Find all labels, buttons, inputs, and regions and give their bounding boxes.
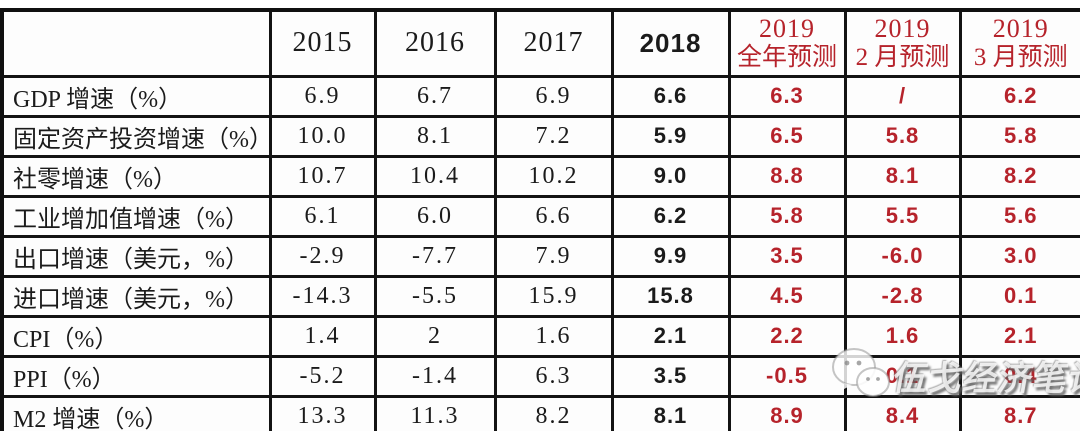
cell-2018: 6.2 <box>610 194 731 238</box>
table-row-exports: 出口增速（美元，%） -2.9 -7.7 7.9 9.9 3.5 -6.0 3.… <box>0 234 1080 278</box>
cell-2019-feb: 5.5 <box>843 194 962 238</box>
cell-2019-feb: / <box>843 74 962 118</box>
cell-2019-mar: 8.2 <box>958 154 1080 198</box>
cell-2015: -5.2 <box>268 354 377 398</box>
header-2019-feb-forecast: 2019 2 月预测 <box>843 8 962 78</box>
cell-2017: 7.9 <box>493 234 614 278</box>
cell-2016: 6.0 <box>373 194 497 238</box>
cell-2019-mar: 8.7 <box>958 394 1080 431</box>
cell-2019-mar: 3.0 <box>958 234 1080 278</box>
cell-2017: 8.2 <box>493 394 614 431</box>
table-row-cpi: CPI（%） 1.4 2 1.6 2.1 2.2 1.6 2.1 <box>0 314 1080 358</box>
row-label: 工业增加值增速（%） <box>0 194 272 238</box>
economic-forecast-table-wrap: 2015 2016 2017 2018 2019 全年预测 2019 2 月预测… <box>0 8 1080 431</box>
cell-2019-annual: 6.5 <box>727 114 847 158</box>
cell-2015: -14.3 <box>268 274 377 318</box>
cell-2016: -5.5 <box>373 274 497 318</box>
table-row-retail-sales: 社零增速（%） 10.7 10.4 10.2 9.0 8.8 8.1 8.2 <box>0 154 1080 198</box>
cell-2018: 15.8 <box>610 274 731 318</box>
cell-2017: 6.6 <box>493 194 614 238</box>
header-2019-annual-year: 2019 <box>759 14 815 43</box>
row-label: 出口增速（美元，%） <box>0 234 272 278</box>
cell-2019-annual: 3.5 <box>727 234 847 278</box>
cell-2019-annual: 2.2 <box>727 314 847 358</box>
header-2019-mar-year: 2019 <box>992 14 1049 43</box>
cell-2017: 6.9 <box>493 74 614 118</box>
cell-2015: -2.9 <box>268 234 377 278</box>
row-label: 固定资产投资增速（%） <box>0 114 272 158</box>
cell-2018: 2.1 <box>610 314 731 358</box>
cell-2016: 2 <box>373 314 497 358</box>
cell-2015: 6.9 <box>268 74 377 118</box>
cell-2017: 7.2 <box>493 114 614 158</box>
cell-2019-mar: 5.6 <box>958 194 1080 238</box>
cell-2019-annual: 6.3 <box>727 74 847 118</box>
cell-2017: 10.2 <box>493 154 614 198</box>
cell-2016: 8.1 <box>373 114 497 158</box>
header-row: 2015 2016 2017 2018 2019 全年预测 2019 2 月预测… <box>0 8 1080 78</box>
cell-2015: 1.4 <box>268 314 377 358</box>
cell-2018: 3.5 <box>610 354 731 398</box>
cell-2019-feb: 8.1 <box>843 154 962 198</box>
cell-2017: 6.3 <box>493 354 614 398</box>
table-row-m2: M2 增速（%） 13.3 11.3 8.2 8.1 8.9 8.4 8.7 <box>0 394 1080 431</box>
table-row-industrial-value-added: 工业增加值增速（%） 6.1 6.0 6.6 6.2 5.8 5.5 5.6 <box>0 194 1080 238</box>
header-2019-annual-forecast: 2019 全年预测 <box>727 8 847 78</box>
cell-2018: 9.9 <box>610 234 731 278</box>
table-row-fixed-asset-investment: 固定资产投资增速（%） 10.0 8.1 7.2 5.9 6.5 5.8 5.8 <box>0 114 1080 158</box>
cell-2019-feb: -6.0 <box>843 234 962 278</box>
cell-2016: -1.4 <box>373 354 497 398</box>
table-row-imports: 进口增速（美元，%） -14.3 -5.5 15.9 15.8 4.5 -2.8… <box>0 274 1080 318</box>
row-label: PPI（%） <box>0 354 272 398</box>
cell-2018: 9.0 <box>610 154 731 198</box>
row-label: GDP 增速（%） <box>0 74 272 118</box>
cell-2016: -7.7 <box>373 234 497 278</box>
cell-2019-feb: 0.1 <box>843 354 962 398</box>
cell-2018: 6.6 <box>610 74 731 118</box>
header-2019-feb-year: 2019 <box>874 14 931 43</box>
header-blank <box>0 8 272 78</box>
header-2019-feb-label: 2 月预测 <box>855 43 950 71</box>
cell-2015: 10.0 <box>268 114 377 158</box>
header-2016: 2016 <box>373 8 497 78</box>
table-row-ppi: PPI（%） -5.2 -1.4 6.3 3.5 -0.5 0.1 0.4 <box>0 354 1080 398</box>
cell-2019-annual: 5.8 <box>727 194 847 238</box>
row-label: 社零增速（%） <box>0 154 272 198</box>
cell-2019-mar: 0.4 <box>958 354 1080 398</box>
cell-2019-annual: 8.9 <box>727 394 847 431</box>
cell-2016: 6.7 <box>373 74 497 118</box>
cell-2019-feb: 8.4 <box>843 394 962 431</box>
cell-2019-annual: 8.8 <box>727 154 847 198</box>
row-label: CPI（%） <box>0 314 272 358</box>
cell-2019-mar: 5.8 <box>958 114 1080 158</box>
cell-2019-feb: 5.8 <box>843 114 962 158</box>
cell-2015: 13.3 <box>268 394 377 431</box>
header-2019-annual-label: 全年预测 <box>736 43 837 71</box>
table-row-gdp: GDP 增速（%） 6.9 6.7 6.9 6.6 6.3 / 6.2 <box>0 74 1080 118</box>
row-label: M2 增速（%） <box>0 394 272 431</box>
cell-2016: 11.3 <box>373 394 497 431</box>
cell-2019-feb: 1.6 <box>843 314 962 358</box>
header-2019-mar-forecast: 2019 3 月预测 <box>958 8 1080 78</box>
cell-2019-annual: -0.5 <box>727 354 847 398</box>
cell-2015: 10.7 <box>268 154 377 198</box>
cell-2019-mar: 2.1 <box>958 314 1080 358</box>
cell-2019-mar: 6.2 <box>958 74 1080 118</box>
row-label: 进口增速（美元，%） <box>0 274 272 318</box>
cell-2016: 10.4 <box>373 154 497 198</box>
cell-2018: 8.1 <box>610 394 731 431</box>
header-2018: 2018 <box>610 8 731 78</box>
cell-2018: 5.9 <box>610 114 731 158</box>
header-2019-mar-label: 3 月预测 <box>973 43 1068 71</box>
cell-2019-mar: 0.1 <box>958 274 1080 318</box>
header-2015: 2015 <box>268 8 377 78</box>
economic-forecast-table: 2015 2016 2017 2018 2019 全年预测 2019 2 月预测… <box>0 8 1080 431</box>
cell-2017: 1.6 <box>493 314 614 358</box>
cell-2015: 6.1 <box>268 194 377 238</box>
cell-2019-feb: -2.8 <box>843 274 962 318</box>
cell-2019-annual: 4.5 <box>727 274 847 318</box>
header-2017: 2017 <box>493 8 614 78</box>
cell-2017: 15.9 <box>493 274 614 318</box>
